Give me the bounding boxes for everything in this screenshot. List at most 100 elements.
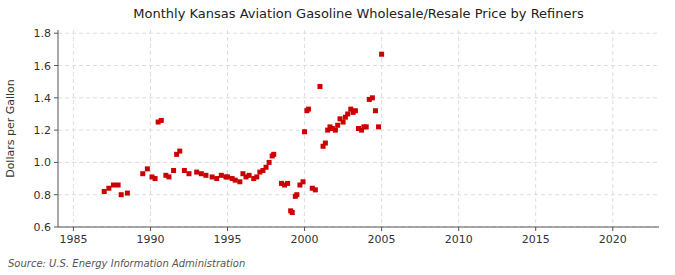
point — [145, 166, 150, 171]
point — [364, 124, 369, 129]
point — [323, 141, 328, 146]
point — [140, 171, 145, 176]
grid-line — [58, 194, 659, 195]
point — [153, 176, 158, 181]
point — [290, 210, 295, 215]
tick-label: 1.0 — [34, 156, 52, 169]
x-axis — [58, 227, 659, 228]
ticks: 1985 1990 1995 2000 2005 2010 2015 2020 0.6 0.8 1.… — [34, 27, 627, 246]
point — [203, 173, 208, 178]
point — [210, 174, 215, 179]
grid-line — [304, 30, 305, 227]
grid-line — [227, 30, 228, 227]
point — [294, 192, 299, 197]
y-axis-label: Dollars per Gallon — [4, 79, 17, 178]
point — [379, 52, 384, 57]
tick — [54, 194, 58, 195]
tick-label: 1.8 — [34, 27, 52, 40]
tick-label: 1.6 — [34, 60, 52, 73]
tick-label: 2005 — [368, 233, 396, 246]
tick — [54, 65, 58, 66]
grid-line — [58, 162, 659, 163]
tick-label: 1995 — [214, 233, 242, 246]
source: Source: U.S. Energy Information Administ… — [8, 258, 245, 269]
grid-line — [150, 30, 151, 227]
tick — [54, 162, 58, 163]
grid-line — [58, 33, 659, 34]
point — [199, 171, 204, 176]
tick-label: 1.4 — [34, 92, 52, 105]
point — [125, 191, 130, 196]
chart: 1985 1990 1995 2000 2005 2010 2015 2020 0.6 0.8 1.… — [0, 0, 675, 275]
grid-line — [73, 30, 74, 227]
tick — [381, 227, 382, 231]
point — [247, 173, 252, 178]
grid-line — [458, 30, 459, 227]
point — [353, 108, 358, 113]
point — [171, 168, 176, 173]
tick-label: 0.8 — [34, 189, 52, 202]
point — [313, 187, 318, 192]
grid-line — [381, 30, 382, 227]
tick — [304, 227, 305, 231]
point — [302, 129, 307, 134]
tick — [54, 227, 58, 228]
point — [271, 152, 276, 157]
point — [333, 128, 338, 133]
tick — [535, 227, 536, 231]
point — [225, 174, 230, 179]
grid-line — [535, 30, 536, 227]
point — [219, 173, 224, 178]
tick — [612, 227, 613, 231]
title: Monthly Kansas Aviation Gasoline Wholesa… — [133, 6, 584, 21]
tick-label: 1.2 — [34, 124, 52, 137]
point — [254, 174, 259, 179]
point — [341, 120, 346, 125]
point — [177, 149, 182, 154]
point — [301, 179, 306, 184]
tick — [54, 33, 58, 34]
point — [233, 178, 238, 183]
y-axis — [58, 30, 59, 227]
tick — [458, 227, 459, 231]
point — [102, 189, 107, 194]
tick-label: 2000 — [291, 233, 319, 246]
point — [182, 168, 187, 173]
grid-line — [58, 97, 659, 98]
point — [373, 108, 378, 113]
tick-label: 0.6 — [34, 221, 52, 234]
point — [285, 181, 290, 186]
point — [214, 176, 219, 181]
point — [264, 165, 269, 170]
points — [102, 52, 384, 215]
grid — [58, 30, 659, 227]
grid-line — [612, 30, 613, 227]
tick-label: 1990 — [136, 233, 164, 246]
point — [111, 183, 116, 188]
point — [370, 95, 375, 100]
point — [186, 171, 191, 176]
tick-label: 2020 — [599, 233, 627, 246]
point — [345, 111, 350, 116]
grid-line — [58, 65, 659, 66]
point — [166, 174, 171, 179]
tick — [54, 97, 58, 98]
point — [335, 123, 340, 128]
tick-label: 2015 — [522, 233, 550, 246]
point — [376, 124, 381, 129]
point — [119, 192, 124, 197]
tick — [150, 227, 151, 231]
point — [267, 160, 272, 165]
grid-line — [58, 227, 659, 228]
tick — [227, 227, 228, 231]
point — [106, 186, 111, 191]
point — [159, 118, 164, 123]
tick-label: 1985 — [59, 233, 87, 246]
point — [306, 107, 311, 112]
point — [317, 84, 322, 89]
tick-label: 2010 — [445, 233, 473, 246]
point — [237, 179, 242, 184]
tick — [73, 227, 74, 231]
point — [194, 170, 199, 175]
tick — [54, 130, 58, 131]
